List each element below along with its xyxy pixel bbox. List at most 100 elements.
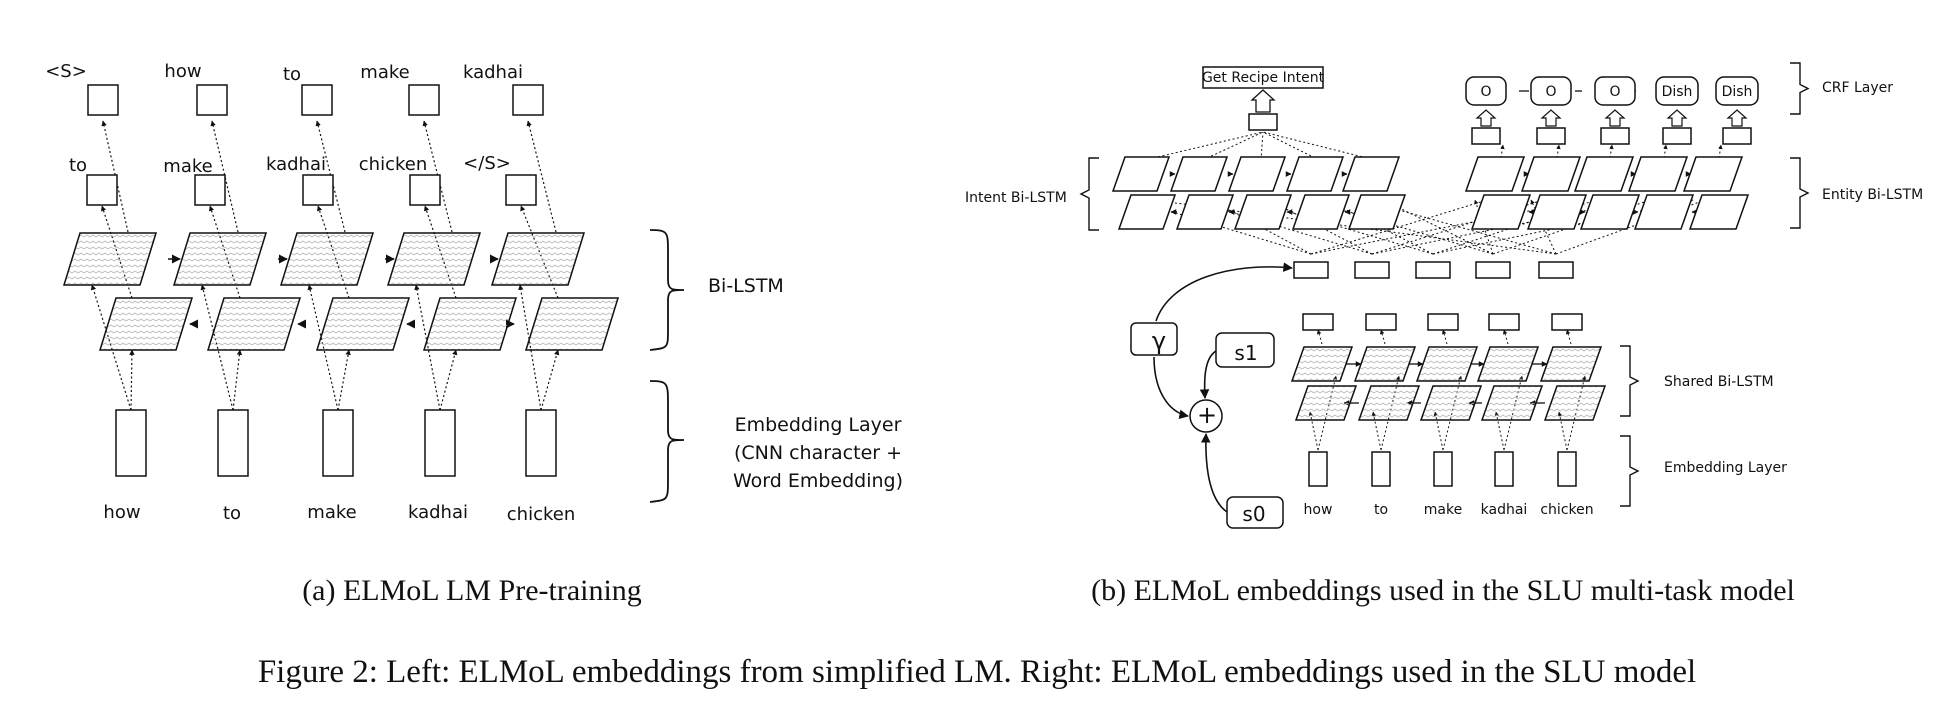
slu-shared-to-top-line [1441,329,1448,345]
crf-hollow-arrow [1726,109,1748,127]
slu-intent-to-pool-line [1202,131,1264,161]
lm-embedding-box [424,409,456,477]
right-subcaption: (b) ELMoL embeddings used in the SLU mul… [1091,574,1795,607]
lm-mid-output-box [505,174,537,206]
shared-forward-lstm-cell [1415,346,1479,382]
lm-mid-output-box [302,174,334,206]
lm-mid-output-box [194,174,226,206]
slu-merge-to-intent-line [1248,198,1434,255]
slu-merge-to-entity-line [1310,199,1488,255]
lm-backward-lstm-cell [315,297,411,351]
plus-circle [1189,399,1223,433]
entity-forward-lstm-cell [1464,156,1526,192]
slu-merge-box [1475,261,1511,279]
lm-forward-to-top-line [422,120,453,233]
right-input-token-4: chicken [1540,502,1593,518]
slu-intent-to-pool-line [1144,131,1264,161]
slu-entity-to-crf-line [1609,144,1614,159]
s0-label: s0 [1242,502,1265,526]
right-input-token-2: make [1424,502,1462,518]
shared-forward-lstm-cell [1290,346,1354,382]
right-embedding-brace [1620,435,1640,507]
lm-emb-to-backward-line [129,349,135,411]
lm-bilstm-brace [649,229,685,351]
lm-top-output-box [301,84,333,116]
slu-intent-to-pool-line [1260,131,1264,161]
slu-shared-top-box [1365,313,1397,331]
lm-embedding-box [115,409,147,477]
intent-backward-lstm-cell [1347,194,1407,230]
slu-embedding-box [1494,451,1514,487]
left-bilstm-label: Bi-LSTM [708,275,784,297]
intent-forward-lstm-cell [1227,156,1287,192]
entity-forward-lstm-cell [1627,156,1689,192]
left-input-token-2: make [307,502,356,523]
shared-backward-lstm-cell [1480,385,1544,421]
lm-emb-to-forward-line [90,284,132,411]
lm-backward-lstm-cell [98,297,194,351]
shared-backward-lstm-cell [1294,385,1358,421]
lm-forward-to-top-line [210,120,239,233]
lm-emb-to-backward-line [232,349,243,411]
slu-shared-top-box [1488,313,1520,331]
slu-embedding-box [1433,451,1453,487]
entity-bilstm-brace [1790,157,1810,229]
slu-merge-cross-line [1268,199,1373,255]
lm-emb-to-backward-line [337,349,351,411]
shared-backward-lstm-cell [1357,385,1421,421]
right-panel: Get Recipe Intent O O O Dish Dish CRF La… [965,70,1923,526]
crf-tag-2: O [1609,84,1620,100]
slu-merge-cross-line [1310,198,1585,255]
slu-shared-top-box [1302,313,1334,331]
s1-to-plus-arrow [1199,349,1219,399]
lm-forward-to-top-line [101,120,129,233]
crf-hollow-arrow [1540,109,1562,127]
entity-forward-lstm-cell [1682,156,1744,192]
left-input-token-0: how [103,502,140,523]
shared-forward-lstm-cell [1476,346,1540,382]
crf-tag-box [1655,76,1699,106]
gamma-label: γ [1152,327,1166,355]
slu-merge-box [1354,261,1390,279]
diagram-shapes [62,62,1810,529]
slu-shared-top-box [1427,313,1459,331]
left-top-token-4: kadhai [463,62,523,83]
intent-box-label: Get Recipe Intent [1202,70,1325,86]
intent-forward-lstm-cell [1169,156,1229,192]
left-input-token-3: kadhai [408,502,468,523]
entity-output-box [1722,127,1752,145]
intent-hollow-arrow [1250,89,1276,113]
slu-shared-to-top-line [1316,329,1323,345]
left-top-token-3: make [360,62,409,83]
entity-bilstm-label: Entity Bi-LSTM [1822,187,1923,203]
crf-tag-1: O [1545,84,1556,100]
lm-forward-lstm-cell [172,232,268,286]
intent-forward-lstm-cell [1341,156,1401,192]
left-panel: <S> how to make kadhai to make kadhai ch… [45,61,903,525]
shared-backward-lstm-cell [1419,385,1483,421]
slu-entity-to-crf-line [1663,144,1668,159]
left-mid-token-3: chicken [359,154,427,175]
slu-merge-box [1538,261,1574,279]
entity-backward-lstm-cell [1470,194,1532,230]
slu-merge-to-intent-line [1306,198,1494,255]
right-embedding-label: Embedding Layer [1664,460,1787,476]
slu-entity-to-crf-line [1556,144,1561,159]
slu-intent-to-pool-line [1262,131,1320,161]
crf-tag-4: Dish [1722,84,1753,100]
intent-backward-lstm-cell [1291,194,1351,230]
left-embedding-label-2: Word Embedding) [733,470,903,492]
lm-forward-to-top-line [526,120,557,233]
left-embedding-label-0: Embedding Layer [735,414,902,436]
crf-hollow-arrow [1604,109,1626,127]
crf-layer-label: CRF Layer [1822,80,1893,96]
left-mid-token-2: kadhai [266,154,326,175]
intent-forward-lstm-cell [1285,156,1345,192]
intent-bilstm-label: Intent Bi-LSTM [965,190,1067,206]
lm-embedding-box [525,409,557,477]
gamma-to-plus-arrow [1153,356,1189,420]
lm-backward-lstm-cell [524,297,620,351]
s1-box [1215,332,1275,368]
left-subcaption: (a) ELMoL LM Pre-training [302,574,642,607]
lm-mid-output-box [409,174,441,206]
